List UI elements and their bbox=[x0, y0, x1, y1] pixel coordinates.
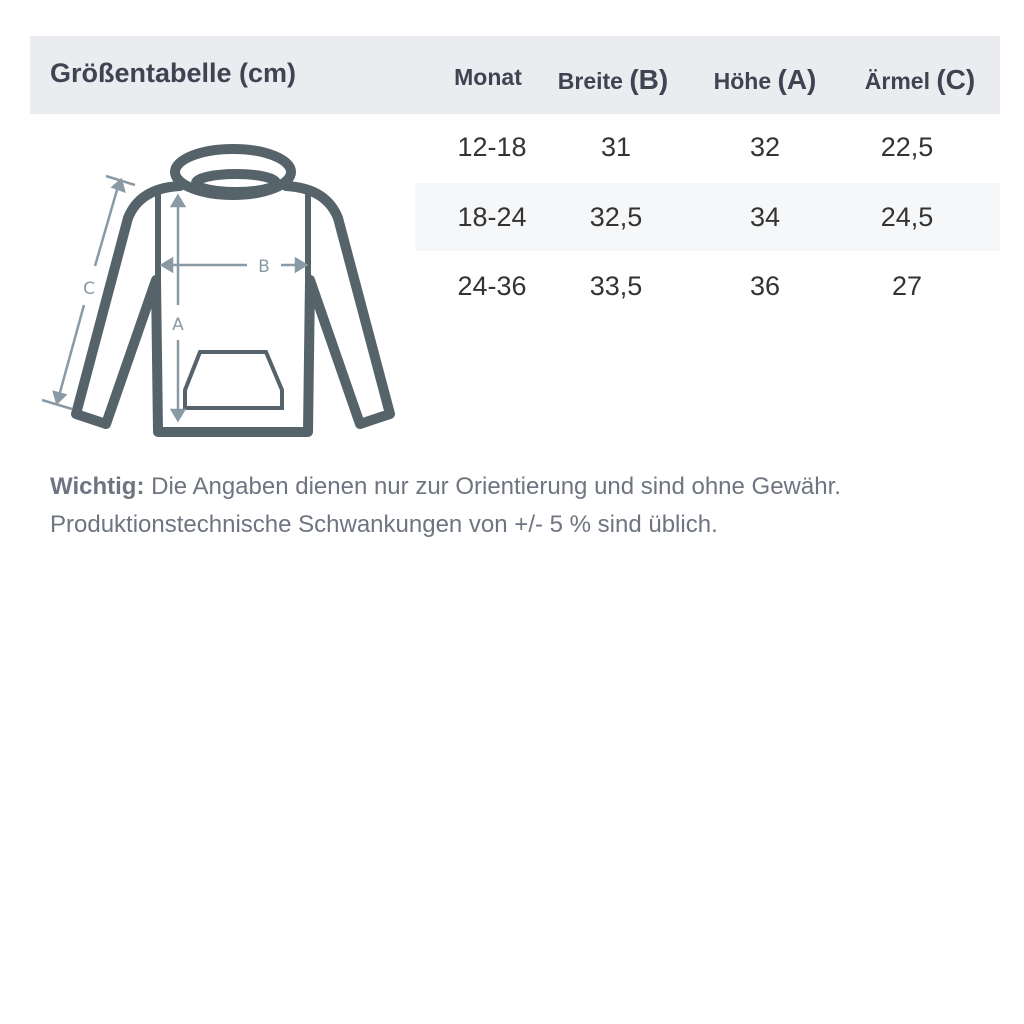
cell-width: 32,5 bbox=[589, 202, 643, 232]
column-header-sleeve: Ärmel (C) bbox=[865, 64, 975, 96]
cell-sleeve: 22,5 bbox=[880, 132, 934, 162]
cell-month: 12-18 bbox=[457, 132, 527, 162]
row-stripe bbox=[415, 183, 1000, 251]
page-title: Größentabelle (cm) bbox=[50, 58, 297, 88]
cell-month: 18-24 bbox=[457, 202, 527, 232]
cell-height: 36 bbox=[749, 271, 781, 301]
cell-sleeve: 24,5 bbox=[880, 202, 934, 232]
table-header: Größentabelle (cm) Monat Breite (B) Höhe… bbox=[30, 36, 1000, 114]
column-letter: (A) bbox=[777, 64, 817, 95]
cell-width: 33,5 bbox=[589, 271, 643, 301]
hoodie-icon: A B C bbox=[41, 144, 395, 437]
cell-sleeve: 27 bbox=[891, 271, 923, 301]
column-header-month: Monat bbox=[454, 64, 522, 91]
column-header-height: Höhe (A) bbox=[714, 64, 817, 96]
cell-height: 34 bbox=[749, 202, 781, 232]
cell-month: 24-36 bbox=[457, 271, 527, 301]
dimension-label-a: A bbox=[172, 315, 184, 335]
dimension-label-c: C bbox=[83, 279, 95, 299]
cell-height: 32 bbox=[749, 132, 781, 162]
column-letter: (B) bbox=[629, 64, 669, 95]
dimension-label-b: B bbox=[258, 257, 270, 277]
column-label: Ärmel bbox=[864, 68, 937, 94]
note-line-2: Produktionstechnische Schwankungen von +… bbox=[50, 511, 718, 538]
cell-width: 31 bbox=[600, 132, 632, 162]
note-line-1: Die Angaben dienen nur zur Orientierung … bbox=[144, 473, 841, 500]
disclaimer-note: Wichtig: Die Angaben dienen nur zur Orie… bbox=[50, 468, 841, 544]
note-bold-label: Wichtig: bbox=[50, 473, 145, 500]
column-label: Breite bbox=[557, 68, 630, 94]
column-label: Monat bbox=[454, 64, 522, 90]
column-letter: (C) bbox=[936, 64, 976, 95]
column-header-width: Breite (B) bbox=[558, 64, 668, 96]
column-label: Höhe bbox=[713, 68, 778, 94]
